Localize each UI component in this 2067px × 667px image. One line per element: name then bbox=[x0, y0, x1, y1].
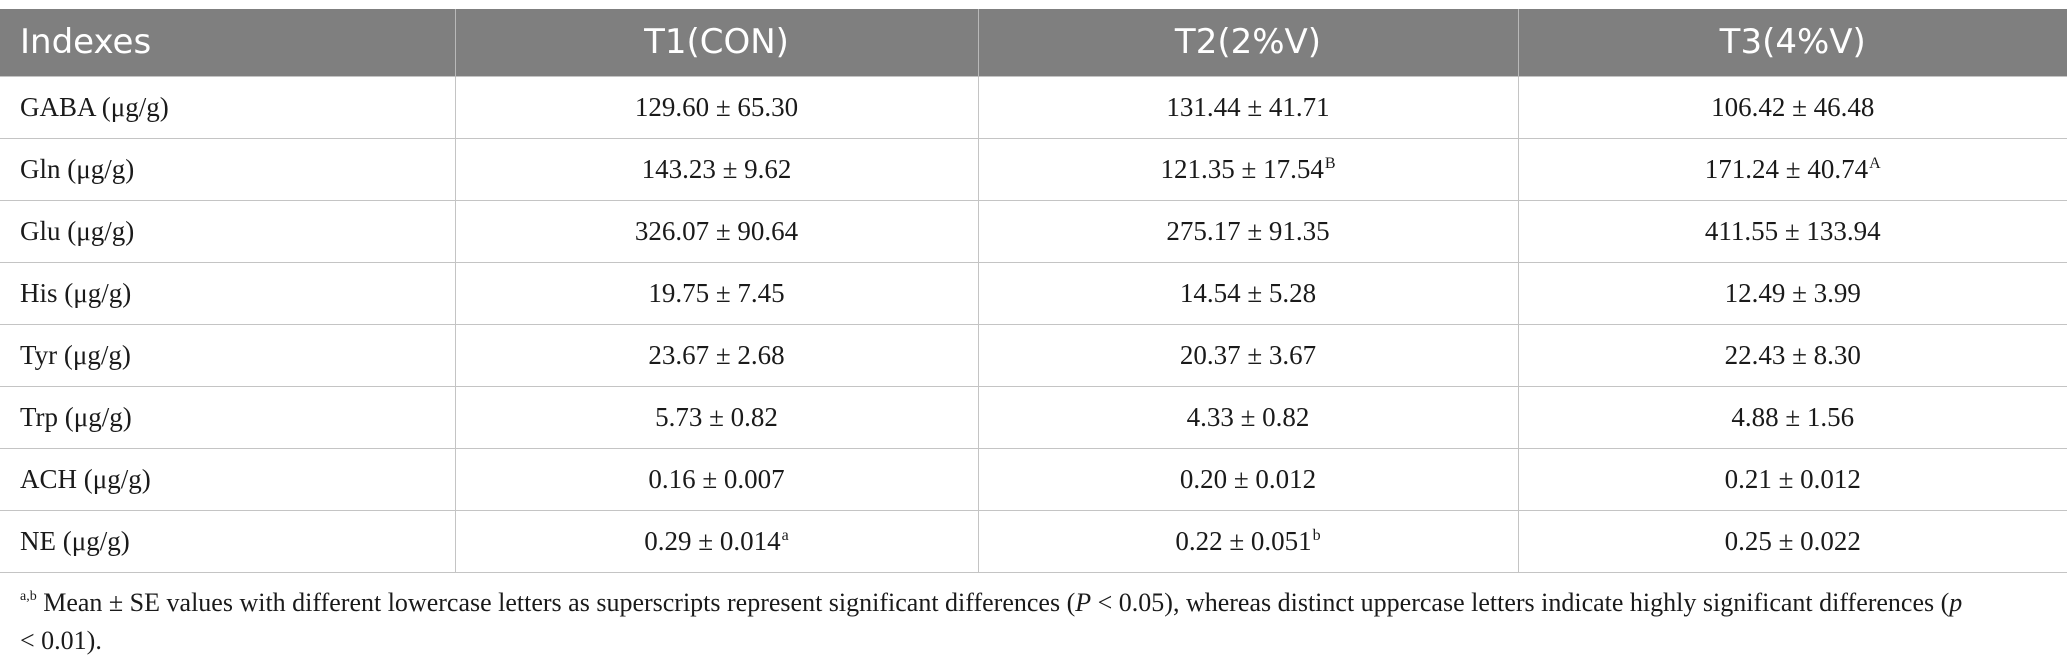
header-t1: T1(CON) bbox=[455, 9, 978, 76]
cell-value: 121.35 ± 17.54 bbox=[1161, 154, 1324, 184]
cell-value: 4.33 ± 0.82 bbox=[1187, 402, 1310, 432]
cell-value: 4.88 ± 1.56 bbox=[1731, 402, 1854, 432]
cell-t2: 0.20 ± 0.012 bbox=[978, 448, 1518, 510]
cell-value: 0.22 ± 0.051 bbox=[1175, 526, 1311, 556]
cell-value: 0.25 ± 0.022 bbox=[1725, 526, 1861, 556]
significance-superscript: B bbox=[1325, 155, 1336, 172]
cell-t3: 12.49 ± 3.99 bbox=[1518, 262, 2067, 324]
cell-t1: 129.60 ± 65.30 bbox=[455, 76, 978, 138]
footnote-text-3: < 0.01). bbox=[20, 626, 102, 655]
row-index-label: His (μg/g) bbox=[0, 262, 455, 324]
row-index-label: Trp (μg/g) bbox=[0, 386, 455, 448]
cell-t3: 0.25 ± 0.022 bbox=[1518, 510, 2067, 572]
cell-value: 23.67 ± 2.68 bbox=[648, 340, 784, 370]
header-t3: T3(4%V) bbox=[1518, 9, 2067, 76]
table-row: ACH (μg/g) 0.16 ± 0.007 0.20 ± 0.012 0.21 ±… bbox=[0, 448, 2067, 510]
table-row: NE (μg/g) 0.29 ± 0.014a 0.22 ± 0.051b 0.25 … bbox=[0, 510, 2067, 572]
cell-t3: 0.21 ± 0.012 bbox=[1518, 448, 2067, 510]
cell-value: 411.55 ± 133.94 bbox=[1705, 216, 1881, 246]
cell-value: 19.75 ± 7.45 bbox=[648, 278, 784, 308]
cell-value: 131.44 ± 41.71 bbox=[1166, 92, 1329, 122]
cell-t1: 326.07 ± 90.64 bbox=[455, 200, 978, 262]
table-row: Gln (μg/g) 143.23 ± 9.62 121.35 ± 17.54B 17… bbox=[0, 138, 2067, 200]
footnote-p-variable: P bbox=[1075, 588, 1091, 617]
cell-t2: 0.22 ± 0.051b bbox=[978, 510, 1518, 572]
cell-t3: 171.24 ± 40.74A bbox=[1518, 138, 2067, 200]
cell-t1: 5.73 ± 0.82 bbox=[455, 386, 978, 448]
row-index-label: Glu (μg/g) bbox=[0, 200, 455, 262]
row-index-label: Gln (μg/g) bbox=[0, 138, 455, 200]
cell-value: 143.23 ± 9.62 bbox=[642, 154, 792, 184]
cell-value: 0.16 ± 0.007 bbox=[648, 464, 784, 494]
row-index-label: NE (μg/g) bbox=[0, 510, 455, 572]
significance-superscript: A bbox=[1869, 155, 1881, 172]
cell-t2: 14.54 ± 5.28 bbox=[978, 262, 1518, 324]
table-row: Glu (μg/g) 326.07 ± 90.64 275.17 ± 91.35 41… bbox=[0, 200, 2067, 262]
cell-t3: 22.43 ± 8.30 bbox=[1518, 324, 2067, 386]
significance-superscript: b bbox=[1313, 527, 1321, 544]
cell-t3: 106.42 ± 46.48 bbox=[1518, 76, 2067, 138]
header-indexes: Indexes bbox=[0, 9, 455, 76]
cell-t2: 4.33 ± 0.82 bbox=[978, 386, 1518, 448]
table-row: GABA (μg/g) 129.60 ± 65.30 131.44 ± 41.71 1… bbox=[0, 76, 2067, 138]
cell-t2: 20.37 ± 3.67 bbox=[978, 324, 1518, 386]
cell-t3: 411.55 ± 133.94 bbox=[1518, 200, 2067, 262]
cell-value: 14.54 ± 5.28 bbox=[1180, 278, 1316, 308]
table-row: Tyr (μg/g) 23.67 ± 2.68 20.37 ± 3.67 22.43 … bbox=[0, 324, 2067, 386]
cell-value: 106.42 ± 46.48 bbox=[1711, 92, 1874, 122]
cell-value: 129.60 ± 65.30 bbox=[635, 92, 798, 122]
row-index-label: ACH (μg/g) bbox=[0, 448, 455, 510]
table-footnote: a,b Mean ± SE values with different lowe… bbox=[20, 584, 1980, 660]
row-index-label: Tyr (μg/g) bbox=[0, 324, 455, 386]
cell-t3: 4.88 ± 1.56 bbox=[1518, 386, 2067, 448]
cell-t1: 23.67 ± 2.68 bbox=[455, 324, 978, 386]
table-header-row: Indexes T1(CON) T2(2%V) T3(4%V) bbox=[0, 9, 2067, 76]
cell-t1: 0.16 ± 0.007 bbox=[455, 448, 978, 510]
cell-value: 20.37 ± 3.67 bbox=[1180, 340, 1316, 370]
cell-t2: 275.17 ± 91.35 bbox=[978, 200, 1518, 262]
cell-value: 0.21 ± 0.012 bbox=[1725, 464, 1861, 494]
cell-value: 275.17 ± 91.35 bbox=[1166, 216, 1329, 246]
results-table: Indexes T1(CON) T2(2%V) T3(4%V) GABA (μg… bbox=[0, 9, 2067, 573]
cell-value: 0.29 ± 0.014 bbox=[644, 526, 780, 556]
cell-value: 326.07 ± 90.64 bbox=[635, 216, 798, 246]
cell-t2: 121.35 ± 17.54B bbox=[978, 138, 1518, 200]
cell-value: 22.43 ± 8.30 bbox=[1725, 340, 1861, 370]
footnote-text-2: < 0.05), whereas distinct uppercase lett… bbox=[1091, 588, 1949, 617]
cell-value: 0.20 ± 0.012 bbox=[1180, 464, 1316, 494]
significance-superscript: a bbox=[782, 527, 789, 544]
cell-t1: 143.23 ± 9.62 bbox=[455, 138, 978, 200]
cell-t1: 0.29 ± 0.014a bbox=[455, 510, 978, 572]
row-index-label: GABA (μg/g) bbox=[0, 76, 455, 138]
footnote-text-1: Mean ± SE values with different lowercas… bbox=[37, 588, 1076, 617]
footnote-p-variable-2: p bbox=[1949, 588, 1962, 617]
table-row: His (μg/g) 19.75 ± 7.45 14.54 ± 5.28 12.49 … bbox=[0, 262, 2067, 324]
cell-value: 12.49 ± 3.99 bbox=[1725, 278, 1861, 308]
cell-value: 171.24 ± 40.74 bbox=[1705, 154, 1868, 184]
cell-value: 5.73 ± 0.82 bbox=[655, 402, 778, 432]
footnote-marker: a,b bbox=[20, 589, 37, 604]
header-t2: T2(2%V) bbox=[978, 9, 1518, 76]
cell-t1: 19.75 ± 7.45 bbox=[455, 262, 978, 324]
cell-t2: 131.44 ± 41.71 bbox=[978, 76, 1518, 138]
table-body: GABA (μg/g) 129.60 ± 65.30 131.44 ± 41.71 1… bbox=[0, 76, 2067, 572]
table-row: Trp (μg/g) 5.73 ± 0.82 4.33 ± 0.82 4.88 ± 1… bbox=[0, 386, 2067, 448]
